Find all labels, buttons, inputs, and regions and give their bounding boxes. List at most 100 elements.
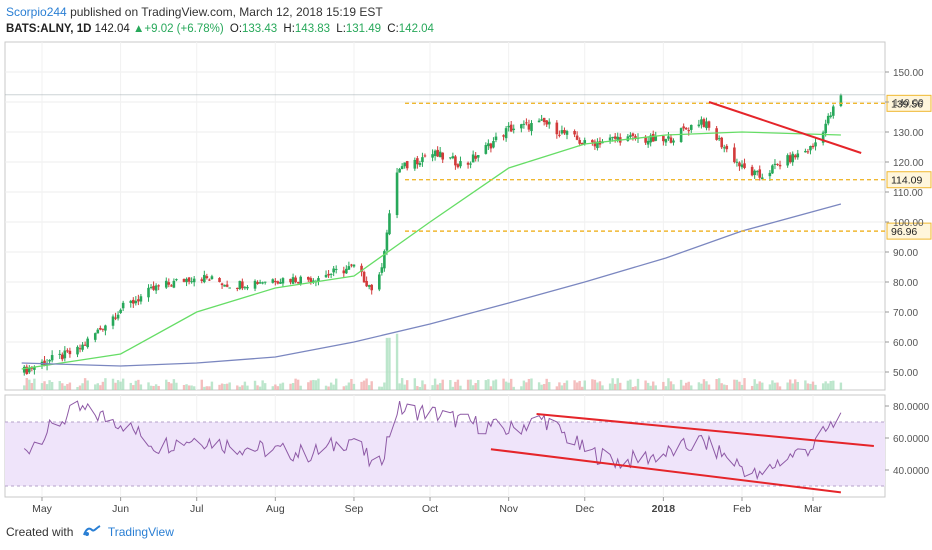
volume-bar — [776, 382, 779, 390]
volume-bar — [83, 378, 87, 390]
candle-body — [662, 135, 665, 142]
candle-body — [591, 140, 594, 143]
volume-bar — [512, 386, 515, 390]
volume-bar — [771, 380, 774, 390]
candle-body — [329, 273, 333, 275]
candle-body — [25, 366, 29, 375]
candle-body — [760, 177, 764, 180]
volume-bar — [821, 383, 825, 390]
high-value: 143.83 — [294, 23, 331, 35]
candle-body — [753, 170, 756, 176]
volume-bar — [649, 385, 652, 390]
rsi-tick-label: 60.0000 — [893, 434, 930, 445]
volume-bar — [137, 379, 140, 390]
candle-body — [134, 300, 138, 304]
candle-body — [33, 366, 36, 370]
volume-bar — [743, 378, 746, 390]
volume-bar — [421, 380, 424, 390]
candle-body — [839, 95, 843, 107]
candle-body — [147, 287, 150, 298]
candle-body — [441, 152, 445, 160]
volume-bar — [172, 379, 176, 390]
level-label-box — [886, 94, 932, 112]
volume-bar — [395, 333, 399, 390]
volume-bar — [679, 379, 683, 390]
volume-bar — [279, 383, 282, 390]
volume-bar — [456, 379, 460, 390]
price-chart[interactable]: 139.56 114.09 96.96 150.00 140.00 130.00 120.0… — [0, 0, 932, 520]
volume-bar — [702, 379, 706, 390]
volume-bar — [243, 381, 247, 390]
created-with-text: Created with — [6, 525, 74, 539]
tradingview-logo-icon[interactable] — [82, 525, 101, 540]
candle-body — [596, 141, 599, 149]
volume-bar — [241, 385, 244, 390]
candle-body — [263, 281, 267, 283]
candle-body — [413, 159, 417, 169]
volume-bar — [225, 383, 229, 390]
volume-bar — [581, 386, 584, 390]
candle-body — [175, 279, 178, 281]
sma-slow-line — [21, 203, 842, 367]
volume-bar — [596, 382, 599, 390]
level-label-box — [886, 222, 932, 240]
candle-body — [238, 280, 242, 289]
candle-body — [431, 154, 434, 158]
volume-bar — [573, 380, 576, 390]
volume-bar — [687, 381, 690, 390]
volume-bar — [111, 378, 115, 390]
candle-body — [646, 140, 650, 145]
volume-bar — [119, 381, 122, 390]
volume-bar — [61, 383, 64, 390]
candle-body — [185, 278, 188, 283]
volume-bar — [740, 384, 744, 390]
tradingview-brand[interactable]: TradingView — [107, 525, 174, 539]
volume-bar — [314, 380, 318, 390]
volume-bar — [96, 383, 99, 390]
symbol-label[interactable]: BATS:ALNY, 1D — [6, 23, 92, 35]
volume-bar — [312, 379, 315, 390]
volume-bar — [545, 378, 548, 390]
candle-body — [578, 140, 581, 144]
candle-body — [705, 121, 708, 129]
candle-body — [438, 151, 442, 158]
volume-bar — [824, 381, 827, 390]
price-tick-label: 130.00 — [893, 128, 924, 139]
candle-body — [170, 285, 173, 287]
candle-body — [378, 274, 381, 290]
candle-body — [225, 284, 229, 287]
open-value: 133.43 — [242, 23, 278, 35]
volume-bar — [350, 378, 353, 390]
volume-bar — [175, 382, 178, 390]
volume-bar — [370, 381, 373, 390]
candle-body — [279, 281, 282, 284]
candle-body — [347, 266, 351, 270]
volume-bar — [700, 383, 703, 390]
volume-bar — [484, 380, 488, 390]
candle-body — [664, 139, 668, 143]
time-tick-label: Jun — [112, 503, 129, 515]
volume-bar — [388, 337, 391, 390]
volume-bar — [548, 382, 551, 390]
candle-body — [831, 106, 835, 116]
candle-body — [560, 130, 564, 134]
candle-body — [456, 164, 460, 168]
low-value: 131.49 — [345, 23, 382, 35]
volume-bar — [332, 384, 335, 390]
candle-body — [788, 155, 792, 163]
candle-body — [487, 143, 490, 147]
volume-bar — [725, 385, 728, 390]
candle-body — [86, 338, 89, 348]
candle-body — [722, 147, 726, 149]
volume-bar — [261, 380, 264, 390]
candle-body — [66, 350, 69, 352]
candle-body — [809, 146, 812, 151]
candle-body — [669, 137, 673, 143]
candle-body — [149, 286, 153, 288]
volume-bar — [276, 386, 280, 390]
author-name[interactable]: Scorpio244 — [6, 5, 67, 19]
candle-body — [527, 124, 531, 130]
volume-bar — [68, 382, 72, 390]
candle-body — [205, 276, 209, 279]
volume-bar — [423, 384, 427, 390]
